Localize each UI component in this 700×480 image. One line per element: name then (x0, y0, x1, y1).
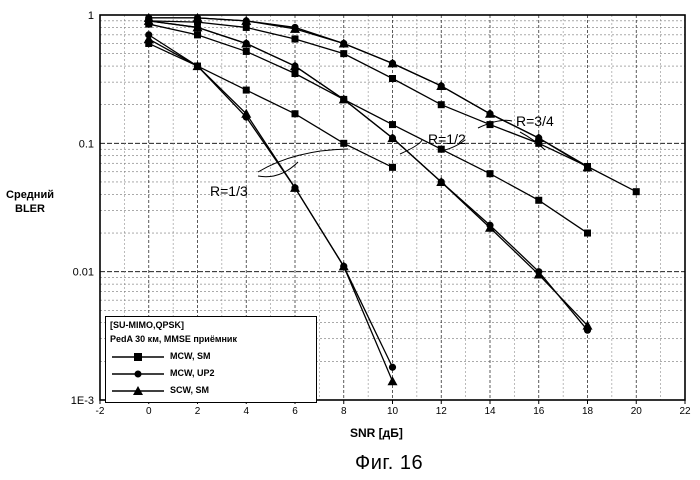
x-tick-label: -2 (96, 406, 105, 417)
legend: [SU-MIMO,QPSK] PedA 30 км, MMSE приёмник… (105, 316, 317, 403)
annotation-r34: R=3/4 (516, 113, 554, 129)
data-point-square (194, 31, 201, 38)
data-point-circle (389, 364, 396, 371)
data-point-square (389, 121, 396, 128)
legend-swatch-triangle (110, 383, 166, 399)
data-point-square (292, 36, 299, 43)
data-point-square (292, 70, 299, 77)
data-point-square (389, 164, 396, 171)
data-point-square (340, 140, 347, 147)
x-tick-label: 18 (582, 406, 594, 417)
legend-subtitle: PedA 30 км, MMSE приёмник (110, 334, 237, 344)
y-tick-label: 0.01 (73, 267, 94, 279)
x-tick-label: 20 (631, 406, 643, 417)
legend-entry-scw-sm: SCW, SM (110, 383, 310, 399)
y-axis-label-line-1: Средний (4, 188, 56, 202)
data-point-square (487, 170, 494, 177)
figure-caption: Фиг. 16 (355, 452, 423, 475)
legend-entry-mcw-sm: MCW, SM (110, 349, 310, 365)
data-point-square (243, 24, 250, 31)
x-tick-label: 12 (436, 406, 448, 417)
x-tick-label: 10 (387, 406, 399, 417)
data-point-square (584, 230, 591, 237)
x-tick-label: 16 (533, 406, 545, 417)
data-point-square (292, 110, 299, 117)
x-tick-label: 6 (292, 406, 298, 417)
legend-label: MCW, SM (170, 351, 211, 361)
annotation-r12: R=1/2 (428, 131, 466, 147)
data-point-square (243, 48, 250, 55)
data-point-square (340, 50, 347, 57)
x-tick-label: 2 (195, 406, 201, 417)
legend-label: SCW, SM (170, 385, 209, 395)
legend-label: MCW, UP2 (170, 368, 215, 378)
x-tick-label: 8 (341, 406, 347, 417)
x-tick-label: 14 (484, 406, 496, 417)
legend-entry-mcw-up2: MCW, UP2 (110, 366, 310, 382)
data-point-square (438, 101, 445, 108)
x-tick-label: 0 (146, 406, 152, 417)
legend-title: [SU-MIMO,QPSK] (110, 320, 184, 330)
data-point-square (633, 188, 640, 195)
y-axis-label-line-2: BLER (4, 202, 56, 216)
annotation-r13: R=1/3 (210, 183, 248, 199)
legend-swatch-square (110, 349, 166, 365)
y-tick-label: 0.1 (79, 138, 94, 150)
data-point-square (243, 87, 250, 94)
data-point-square (535, 197, 542, 204)
y-axis-label: Средний BLER (4, 188, 56, 216)
x-tick-label: 22 (679, 406, 691, 417)
data-point-square (389, 75, 396, 82)
y-tick-label: 1 (88, 10, 94, 22)
x-axis-label: SNR [дБ] (350, 426, 403, 440)
legend-swatch-circle (110, 366, 166, 382)
x-tick-label: 4 (243, 406, 249, 417)
y-tick-label: 1E-3 (71, 395, 94, 407)
